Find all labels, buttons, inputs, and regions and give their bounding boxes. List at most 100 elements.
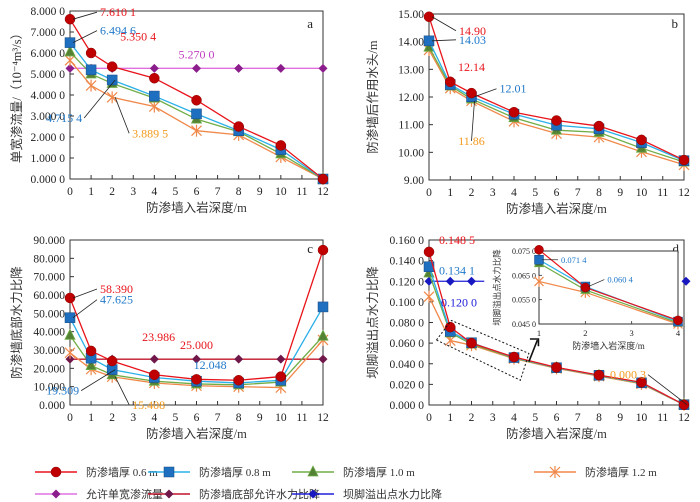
data-point bbox=[423, 261, 435, 272]
legend-item-allow-d: 坝脚溢出点水力比降 bbox=[290, 486, 442, 502]
inset-x-tick-label: 2 bbox=[583, 328, 587, 338]
inset-y-tick-label: 0.045 0 bbox=[512, 320, 536, 329]
data-point bbox=[106, 61, 118, 72]
data-point bbox=[234, 63, 244, 73]
y-axis-label: 防渗墙后作用水头/m bbox=[365, 40, 380, 153]
data-point bbox=[551, 362, 562, 373]
data-point bbox=[85, 345, 97, 357]
legend-item-t06: 防渗墙厚 0.6 m bbox=[33, 464, 158, 480]
x-axis-label: 防渗墙入岩深度/m bbox=[146, 426, 247, 441]
data-point bbox=[234, 354, 244, 364]
y-tick-label: 1.000 0 bbox=[31, 153, 66, 165]
x-tick-label: 7 bbox=[575, 187, 581, 199]
annotation-leader bbox=[72, 288, 98, 299]
y-tick-label: 60.000 bbox=[33, 290, 65, 302]
y-tick-label: 2.000 0 bbox=[31, 132, 66, 144]
y-tick-label: 20.000 bbox=[33, 363, 65, 375]
data-point bbox=[678, 399, 690, 410]
inset-data-point bbox=[534, 245, 544, 255]
x-tick-label: 2 bbox=[109, 412, 115, 424]
annotation-leader bbox=[474, 88, 497, 98]
y-tick-label: 70.000 bbox=[33, 272, 65, 284]
legend-marker bbox=[163, 466, 175, 478]
legend: 防渗墙厚 0.6 m 防渗墙厚 0.8 m 防渗墙厚 1.0 m 防渗墙厚 1.… bbox=[0, 448, 700, 501]
x-tick-label: 6 bbox=[194, 186, 200, 198]
data-label: 15.408 bbox=[132, 398, 165, 412]
y-tick-label: 80.000 bbox=[33, 253, 65, 265]
legend-marker bbox=[307, 465, 319, 477]
x-tick-label: 3 bbox=[130, 412, 136, 424]
data-point bbox=[149, 90, 160, 102]
legend-marker bbox=[50, 466, 62, 478]
x-tick-label: 10 bbox=[275, 186, 287, 198]
annotation-leader bbox=[72, 11, 98, 20]
data-label: 7.610 1 bbox=[100, 5, 136, 19]
chart-panel-a: 0.000 0 1.000 0 2.000 0 3.000 0 4.000 0 5.000… bbox=[9, 5, 329, 215]
annotation-leader bbox=[431, 16, 457, 32]
x-tick-label: 12 bbox=[678, 412, 690, 424]
y-tick-label: 10.00 bbox=[398, 147, 424, 159]
x-tick-label: 12 bbox=[317, 186, 329, 198]
inset-y-axis-label: 坝脚溢出点水力比降 bbox=[492, 249, 502, 326]
legend-label: 允许单宽渗流量 bbox=[86, 489, 163, 501]
x-tick-label: 9 bbox=[257, 412, 263, 424]
x-tick-label: 6 bbox=[194, 412, 200, 424]
x-axis-label: 防渗墙入岩深度/m bbox=[146, 200, 247, 215]
data-point bbox=[65, 354, 75, 364]
data-point bbox=[317, 329, 329, 341]
legend-marker bbox=[164, 489, 174, 499]
panel-label: d bbox=[673, 241, 680, 256]
x-tick-label: 11 bbox=[657, 187, 668, 199]
annotation-leader bbox=[647, 374, 688, 406]
data-label: 0.120 0 bbox=[441, 295, 477, 309]
x-tick-label: 10 bbox=[636, 187, 648, 199]
x-tick-label: 11 bbox=[296, 412, 307, 424]
x-tick-label: 12 bbox=[317, 412, 329, 424]
y-tick-label: 5.000 0 bbox=[31, 69, 66, 81]
x-tick-label: 0 bbox=[67, 412, 73, 424]
y-tick-label: 15.00 bbox=[398, 9, 424, 21]
legend-marker-diamond-icon bbox=[148, 489, 190, 499]
x-tick-label: 5 bbox=[532, 187, 538, 199]
y-tick-label: 0.140 0 bbox=[390, 256, 425, 268]
legend-marker-asterisk-icon bbox=[534, 466, 576, 478]
x-tick-label: 0 bbox=[426, 187, 432, 199]
data-label: 3.889 5 bbox=[132, 126, 168, 140]
x-tick-label: 7 bbox=[575, 412, 581, 424]
y-tick-label: 3.000 0 bbox=[31, 111, 66, 123]
y-tick-label: 11.00 bbox=[399, 120, 425, 132]
data-point bbox=[233, 121, 244, 132]
data-point bbox=[64, 13, 76, 25]
data-point bbox=[551, 115, 562, 126]
series-line bbox=[69, 59, 324, 180]
inset-data-label: 0.071 4 bbox=[561, 255, 587, 265]
data-point bbox=[64, 312, 76, 323]
legend-item-t10: 防渗墙厚 1.0 m bbox=[290, 464, 415, 480]
data-label: 6.494 6 bbox=[100, 24, 136, 38]
series-allow_q bbox=[65, 63, 328, 73]
data-label: 14.90 bbox=[459, 24, 486, 38]
x-tick-label: 9 bbox=[617, 412, 623, 424]
inset-data-point bbox=[673, 315, 683, 326]
x-tick-label: 8 bbox=[236, 186, 242, 198]
x-tick-label: 1 bbox=[447, 187, 453, 199]
x-tick-label: 11 bbox=[657, 412, 668, 424]
series-t06 bbox=[64, 244, 329, 386]
y-tick-label: 0.100 0 bbox=[390, 297, 425, 309]
data-label: 14.03 bbox=[459, 33, 486, 47]
inset-annotation-leader bbox=[588, 279, 605, 287]
x-tick-label: 4 bbox=[151, 412, 157, 424]
data-label: 11.86 bbox=[458, 134, 485, 148]
legend-label: 防渗墙厚 1.0 m bbox=[343, 467, 415, 479]
legend-label: 坝脚溢出点水力比降 bbox=[343, 489, 442, 501]
inset-x-tick-label: 3 bbox=[630, 328, 634, 338]
annotation-leader bbox=[83, 79, 116, 119]
inset-y-tick-label: 0.055 0 bbox=[512, 296, 536, 305]
x-tick-label: 5 bbox=[532, 412, 538, 424]
data-point bbox=[317, 301, 329, 313]
data-point bbox=[508, 351, 520, 363]
data-point bbox=[85, 64, 97, 76]
data-point bbox=[64, 328, 76, 340]
data-point bbox=[233, 375, 244, 386]
inset-x-tick-label: 1 bbox=[537, 328, 541, 338]
